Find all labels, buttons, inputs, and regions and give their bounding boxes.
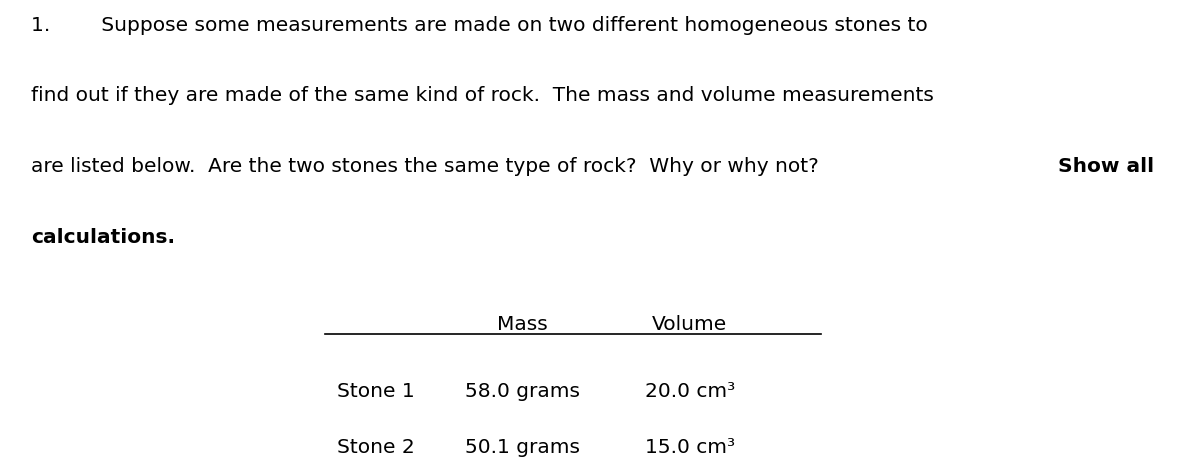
- Text: are listed below.  Are the two stones the same type of rock?  Why or why not?: are listed below. Are the two stones the…: [31, 157, 832, 176]
- Text: Stone 2: Stone 2: [337, 438, 414, 457]
- Text: calculations.: calculations.: [31, 228, 175, 247]
- Text: 1.        Suppose some measurements are made on two different homogeneous stones: 1. Suppose some measurements are made on…: [31, 16, 928, 35]
- Text: 15.0 cm³: 15.0 cm³: [644, 438, 734, 457]
- Text: Show all: Show all: [1058, 157, 1154, 176]
- Text: Mass: Mass: [497, 315, 547, 334]
- Text: 20.0 cm³: 20.0 cm³: [644, 381, 734, 400]
- Text: find out if they are made of the same kind of rock.  The mass and volume measure: find out if they are made of the same ki…: [31, 86, 934, 105]
- Text: Stone 1: Stone 1: [337, 381, 414, 400]
- Text: Volume: Volume: [652, 315, 727, 334]
- Text: 58.0 grams: 58.0 grams: [464, 381, 580, 400]
- Text: 50.1 grams: 50.1 grams: [464, 438, 580, 457]
